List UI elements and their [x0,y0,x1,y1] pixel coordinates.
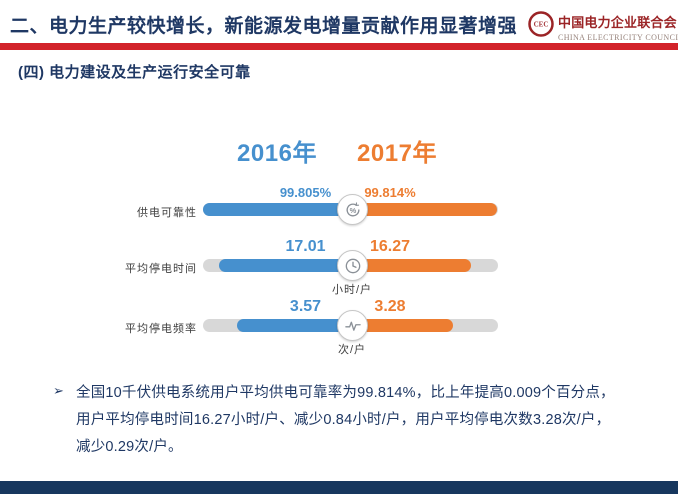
bar-2017 [357,319,453,332]
pulse-icon [337,310,368,341]
bar-2017 [357,259,471,272]
percent-cycle-icon: % [337,194,368,225]
legend-2016: 2016年 [237,140,317,167]
unit-label: 次/户 [337,344,367,356]
bullet-text-line3: 减少0.29次/户。 [76,439,183,455]
value-2016: 99.805% [279,185,332,200]
value-2016: 3.57 [289,298,322,315]
footer-bar [0,481,678,494]
cec-emblem-icon: CEC [528,11,554,37]
page-title: 二、电力生产较快增长，新能源发电增量贡献作用显著增强 [10,16,518,37]
header-divider [0,43,678,50]
bar-2017 [357,203,497,216]
value-2017: 3.28 [374,298,406,315]
category-label: 供电可靠性 [137,207,197,219]
legend-2017: 2017年 [357,140,437,167]
bar-2016 [219,259,348,272]
value-2016: 17.01 [285,238,326,255]
bullet-arrow-icon: ➢ [53,383,64,398]
bullet-text-line1: 全国10千伏供电系统用户平均供电可靠率为99.814%，比上年提高0.009个百… [76,385,615,401]
svg-text:CEC: CEC [534,21,549,29]
unit-label: 小时/户 [331,284,373,296]
value-2017: 99.814% [364,185,416,200]
clock-icon [337,250,368,281]
value-2017: 16.27 [369,238,411,255]
bullet-text-line2: 用户平均停电时间16.27小时/户、减少0.84小时/户，用户平均停电次数3.2… [76,412,611,428]
svg-text:%: % [349,205,356,214]
bar-2016 [203,203,348,216]
org-logo: CEC 中国电力企业联合会 CHINA ELECTRICITY COUNCIL [528,8,678,42]
category-label: 平均停电时间 [125,263,197,275]
section-title: (四) 电力建设及生产运行安全可靠 [18,64,251,81]
bar-2016 [237,319,348,332]
org-name-en: CHINA ELECTRICITY COUNCIL [558,33,678,42]
category-label: 平均停电频率 [125,323,197,335]
org-name-cn: 中国电力企业联合会 [558,15,677,30]
